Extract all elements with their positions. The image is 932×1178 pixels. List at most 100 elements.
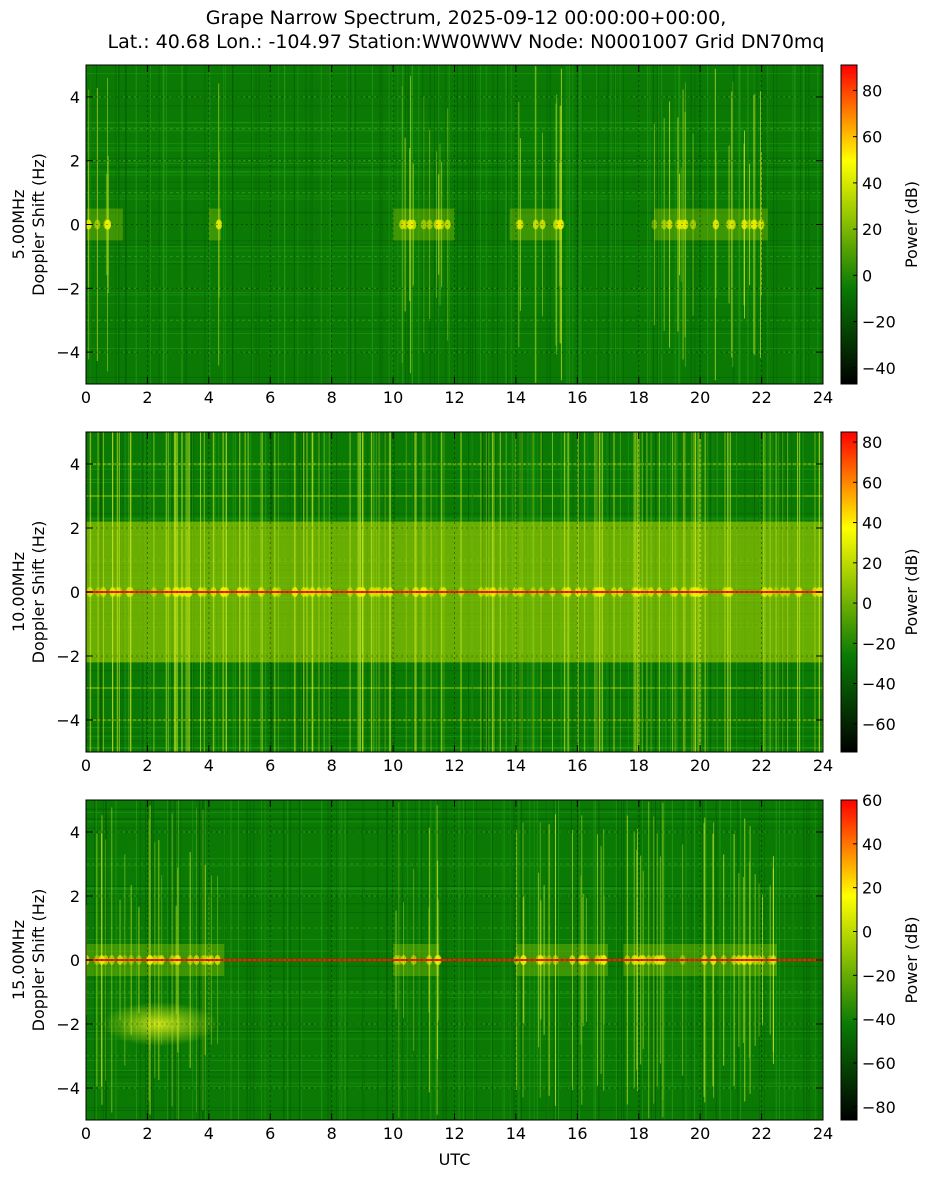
x-tick-label: 12 — [444, 1124, 464, 1143]
signal-blob — [399, 219, 406, 230]
x-tick-label: 24 — [813, 388, 833, 407]
colorbar-frame — [840, 431, 858, 753]
chart-title-line-2: Lat.: 40.68 Lon.: -104.97 Station:WW0WWV… — [107, 31, 825, 53]
signal-blob — [402, 219, 409, 230]
colorbar: 60 40 20 0 −20 −40 −60 −80 Power (dB) — [840, 791, 921, 1121]
signal-blob — [676, 219, 683, 230]
x-tick-label: 22 — [751, 756, 771, 775]
heatmap-area — [86, 65, 823, 384]
x-tick-label: 14 — [506, 388, 526, 407]
signal-blob — [444, 219, 451, 230]
y-tick-label: 2 — [70, 152, 80, 171]
x-tick-label: 20 — [690, 388, 710, 407]
x-tick-label: 16 — [567, 388, 587, 407]
x-tick-label: 18 — [629, 756, 649, 775]
x-tick-label: 0 — [81, 1124, 91, 1143]
y-axis-label: Doppler Shift (Hz) — [29, 889, 48, 1032]
colorbar-gradient — [841, 800, 857, 1120]
colorbar-tick-label: 40 — [862, 174, 882, 193]
x-tick-label: 24 — [813, 1124, 833, 1143]
colorbar-gradient — [841, 65, 857, 384]
heatmap-area — [86, 432, 823, 752]
y-tick-label: −4 — [56, 711, 80, 730]
colorbar-frame — [840, 64, 858, 385]
x-axis-label: UTC — [439, 1150, 471, 1169]
x-tick-label: 8 — [327, 1124, 337, 1143]
colorbar-tick-label: 60 — [862, 473, 882, 492]
signal-blob — [661, 219, 668, 230]
signal-blob — [552, 219, 559, 230]
active-period-band — [654, 208, 768, 241]
colorbar-tick-label: −20 — [862, 966, 896, 985]
signal-blob — [105, 219, 112, 230]
colorbar-tick-label: −40 — [862, 359, 896, 378]
x-tick-label: 12 — [444, 756, 464, 775]
signal-blob — [553, 219, 560, 230]
x-tick-label: 6 — [265, 388, 275, 407]
signal-blob — [103, 219, 110, 230]
colorbar-tick-label: −40 — [862, 675, 896, 694]
y-tick-label: 4 — [70, 455, 80, 474]
signal-blob — [532, 219, 539, 230]
signal-blob — [758, 219, 765, 230]
x-tick-label: 0 — [81, 388, 91, 407]
signal-blob — [433, 219, 440, 230]
x-tick-label: 10 — [383, 388, 403, 407]
x-tick-label: 0 — [81, 756, 91, 775]
colorbar-tick-label: 80 — [862, 81, 882, 100]
colorbar-tick-label: −80 — [862, 1098, 896, 1117]
y-tick-label: 2 — [70, 887, 80, 906]
frequency-label: 10.00MHz — [9, 552, 28, 632]
x-tick-label: 8 — [327, 388, 337, 407]
x-tick-label: 6 — [265, 1124, 275, 1143]
active-period-band — [208, 208, 222, 241]
x-tick-label: 10 — [383, 756, 403, 775]
heatmap-area — [86, 800, 823, 1120]
frequency-label: 15.00MHz — [9, 920, 28, 1000]
signal-blob — [557, 219, 564, 230]
signal-blob — [728, 219, 735, 230]
signal-blob — [726, 219, 733, 230]
y-tick-label: 0 — [70, 951, 80, 970]
colorbar-tick-label: −20 — [862, 634, 896, 653]
x-tick-label: 18 — [629, 388, 649, 407]
x-tick-label: 8 — [327, 756, 337, 775]
colorbar-tick-label: 60 — [862, 128, 882, 147]
colorbar-tick-label: 60 — [862, 791, 882, 810]
colorbar-tick-label: −60 — [862, 715, 896, 734]
y-tick-label: 0 — [70, 216, 80, 235]
frequency-label: 5.00MHz — [9, 190, 28, 260]
x-tick-label: 20 — [690, 756, 710, 775]
y-axis-label: Doppler Shift (Hz) — [29, 521, 48, 664]
colorbar-tick-label: −20 — [862, 313, 896, 332]
signal-blob — [746, 219, 753, 230]
y-tick-label: −2 — [56, 647, 80, 666]
y-tick-label: −4 — [56, 343, 80, 362]
signal-blob — [517, 219, 524, 230]
signal-blob — [420, 219, 427, 230]
signal-blob — [750, 219, 757, 230]
colorbar: 80 60 40 20 0 −20 −40 −60 Power (dB) — [840, 431, 921, 753]
chart-title: Grape Narrow Spectrum, 2025-09-12 00:00:… — [0, 6, 932, 54]
x-tick-label: 14 — [506, 756, 526, 775]
colorbar-tick-label: 80 — [862, 433, 882, 452]
colorbar-tick-label: −40 — [862, 1010, 896, 1029]
signal-blob — [682, 219, 689, 230]
x-tick-label: 2 — [142, 388, 152, 407]
x-tick-label: 24 — [813, 756, 833, 775]
y-tick-label: 2 — [70, 519, 80, 538]
colorbar-tick-label: −60 — [862, 1054, 896, 1073]
colorbar-gradient — [841, 432, 857, 752]
colorbar-label: Power (dB) — [902, 548, 921, 635]
signal-blob — [539, 219, 546, 230]
x-tick-label: 4 — [204, 756, 214, 775]
signal-blob — [690, 219, 697, 230]
x-tick-label: 12 — [444, 388, 464, 407]
signal-blob — [741, 219, 748, 230]
chart-title-line-1: Grape Narrow Spectrum, 2025-09-12 00:00:… — [205, 7, 727, 29]
signal-blob — [215, 219, 222, 230]
